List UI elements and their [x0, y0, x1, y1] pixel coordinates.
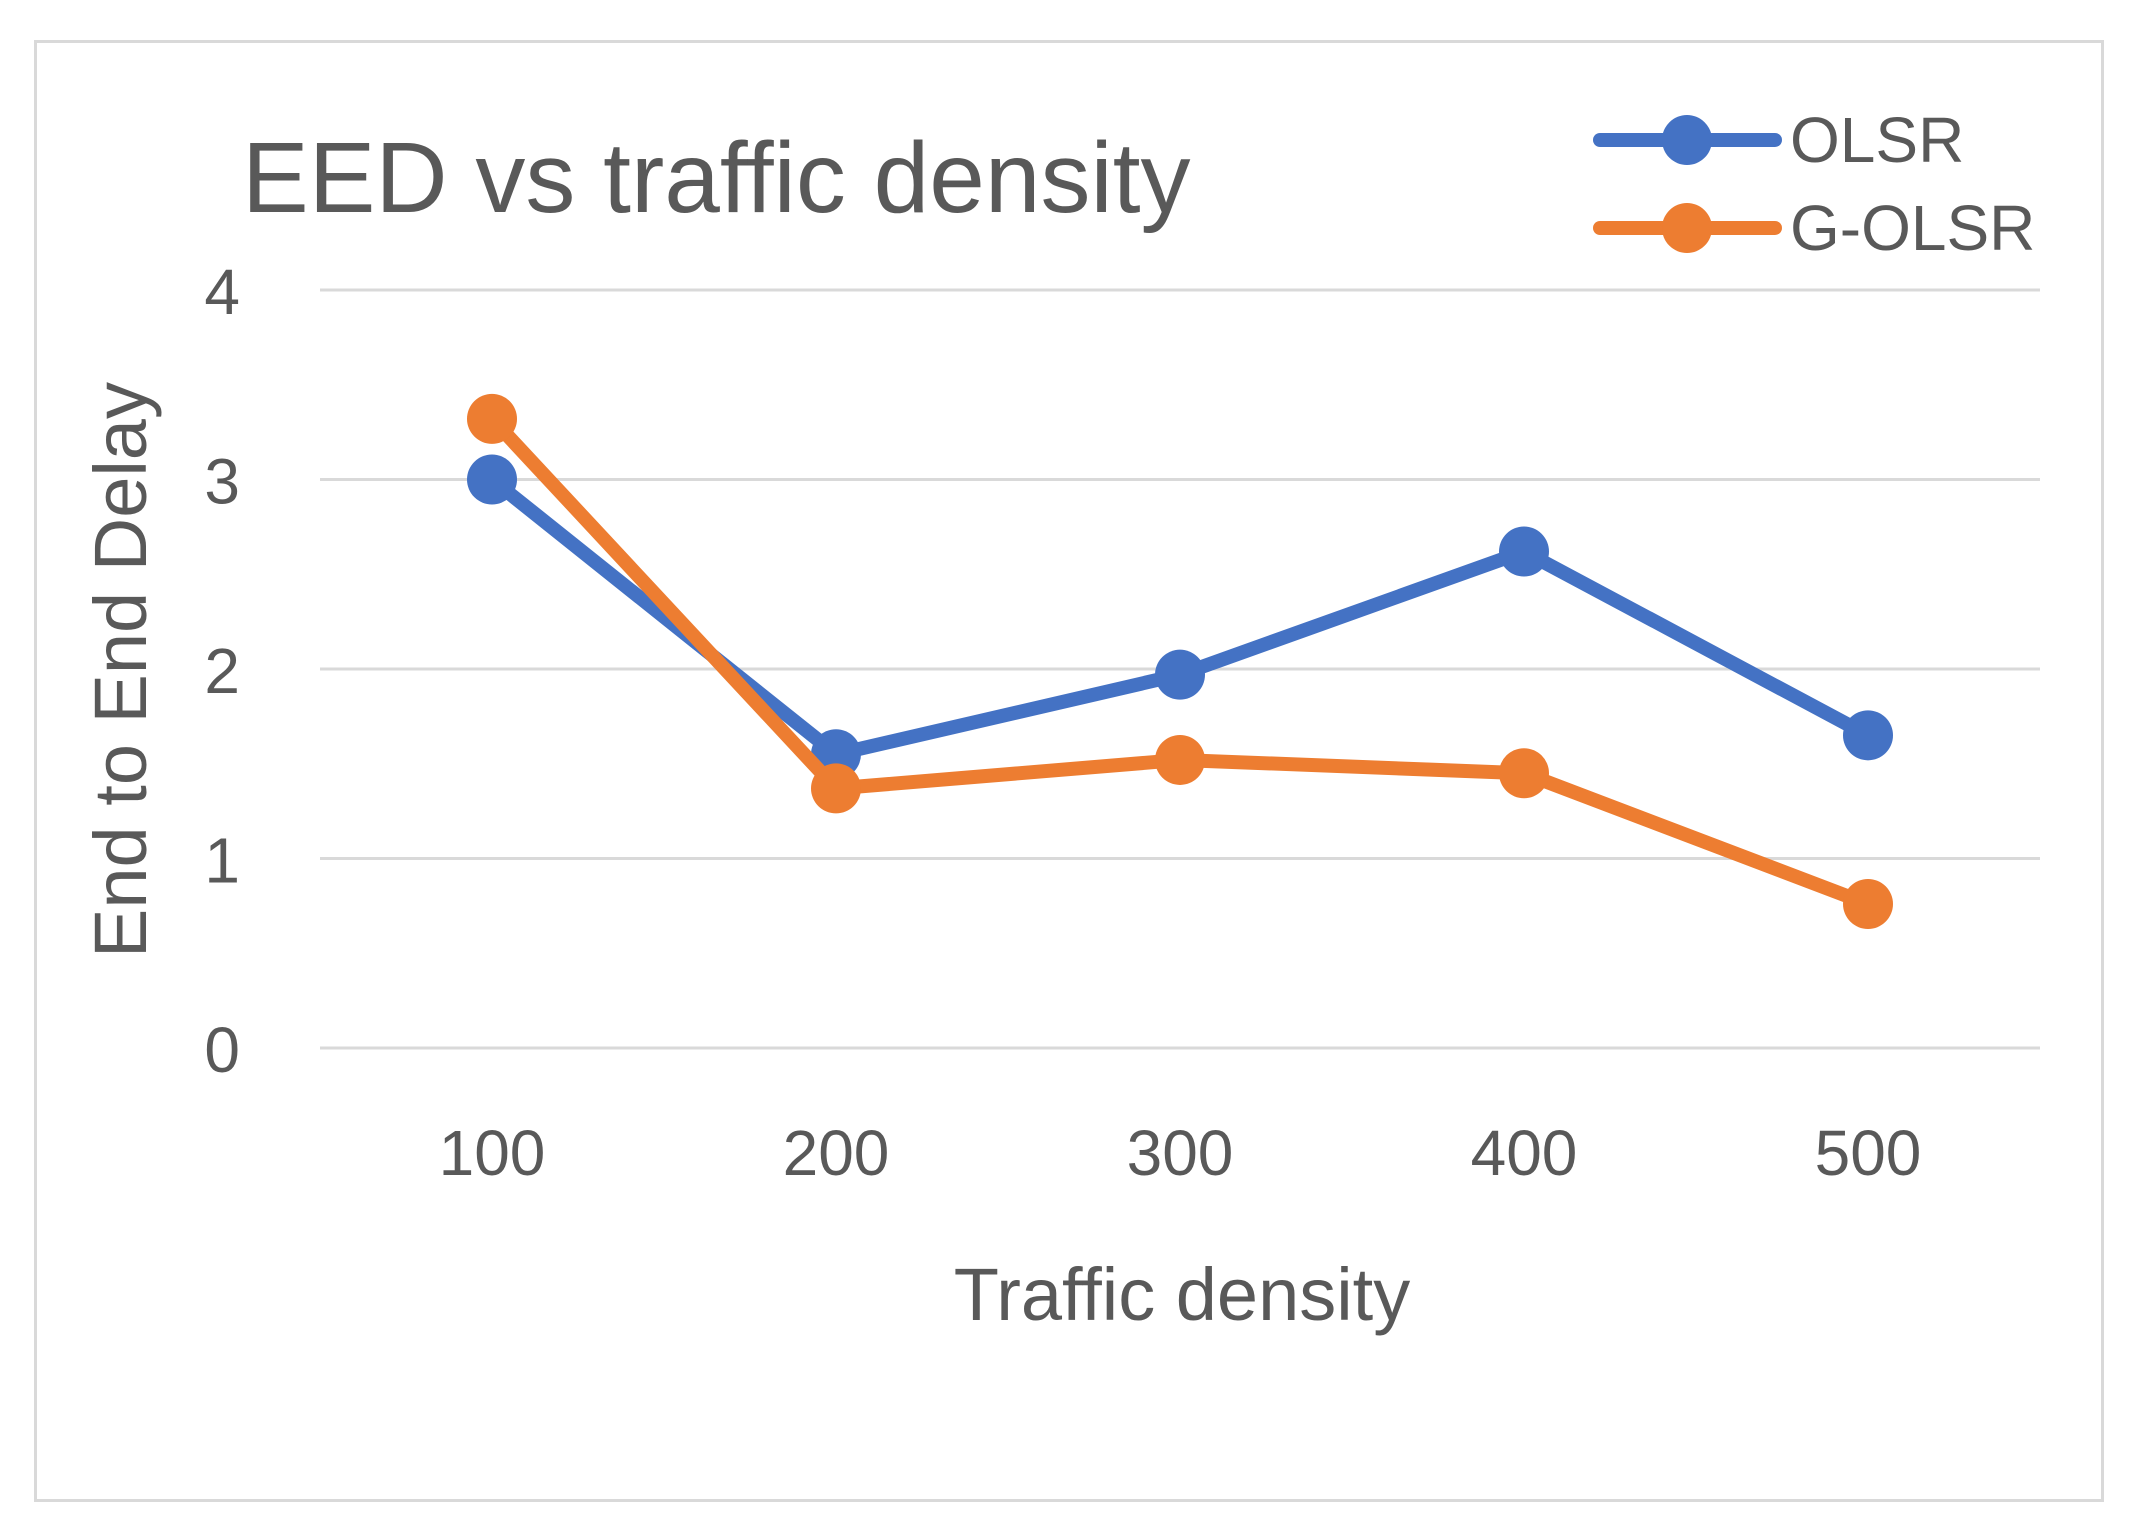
x-tick-label-500: 500 [1815, 1117, 1922, 1189]
legend: OLSR G-OLSR [1593, 104, 2035, 264]
chart-title: EED vs traffic density [242, 122, 1191, 234]
x-tick-label-200: 200 [783, 1117, 890, 1189]
series-layer [467, 393, 1893, 929]
y-tick-label-0: 0 [204, 1014, 240, 1086]
legend-marker-olsr [1662, 115, 1712, 165]
legend-label-g-olsr: G-OLSR [1790, 192, 2035, 264]
x-tick-label-400: 400 [1471, 1117, 1578, 1189]
x-tick-label-100: 100 [439, 1117, 546, 1189]
legend-item-g-olsr: G-OLSR [1593, 192, 2035, 264]
y-tick-label-3: 3 [204, 446, 240, 518]
point-g-olsr-100 [467, 393, 517, 444]
x-tick-label-300: 300 [1127, 1117, 1234, 1189]
point-olsr-100 [467, 454, 517, 505]
point-olsr-500 [1843, 710, 1893, 761]
legend-label-olsr: OLSR [1790, 104, 1964, 176]
point-g-olsr-300 [1155, 734, 1205, 785]
legend-marker-g-olsr [1662, 203, 1712, 253]
point-g-olsr-200 [811, 763, 861, 814]
y-tick-label-2: 2 [204, 635, 240, 707]
y-tick-label-4: 4 [204, 256, 240, 328]
point-g-olsr-500 [1843, 878, 1893, 929]
y-tick-label-1: 1 [204, 825, 240, 897]
y-axis-label: End to End Delay [79, 382, 162, 958]
x-axis-label: Traffic density [954, 1253, 1411, 1336]
series-line-olsr [485, 472, 1875, 762]
point-g-olsr-400 [1499, 748, 1549, 799]
x-axis-ticks: 100 200 300 400 500 [439, 1117, 1922, 1189]
point-olsr-400 [1499, 526, 1549, 577]
series-g-olsr [467, 393, 1893, 929]
legend-item-olsr: OLSR [1593, 104, 1964, 176]
y-axis-ticks: 0 1 2 3 4 [204, 256, 240, 1086]
point-olsr-300 [1155, 649, 1205, 700]
